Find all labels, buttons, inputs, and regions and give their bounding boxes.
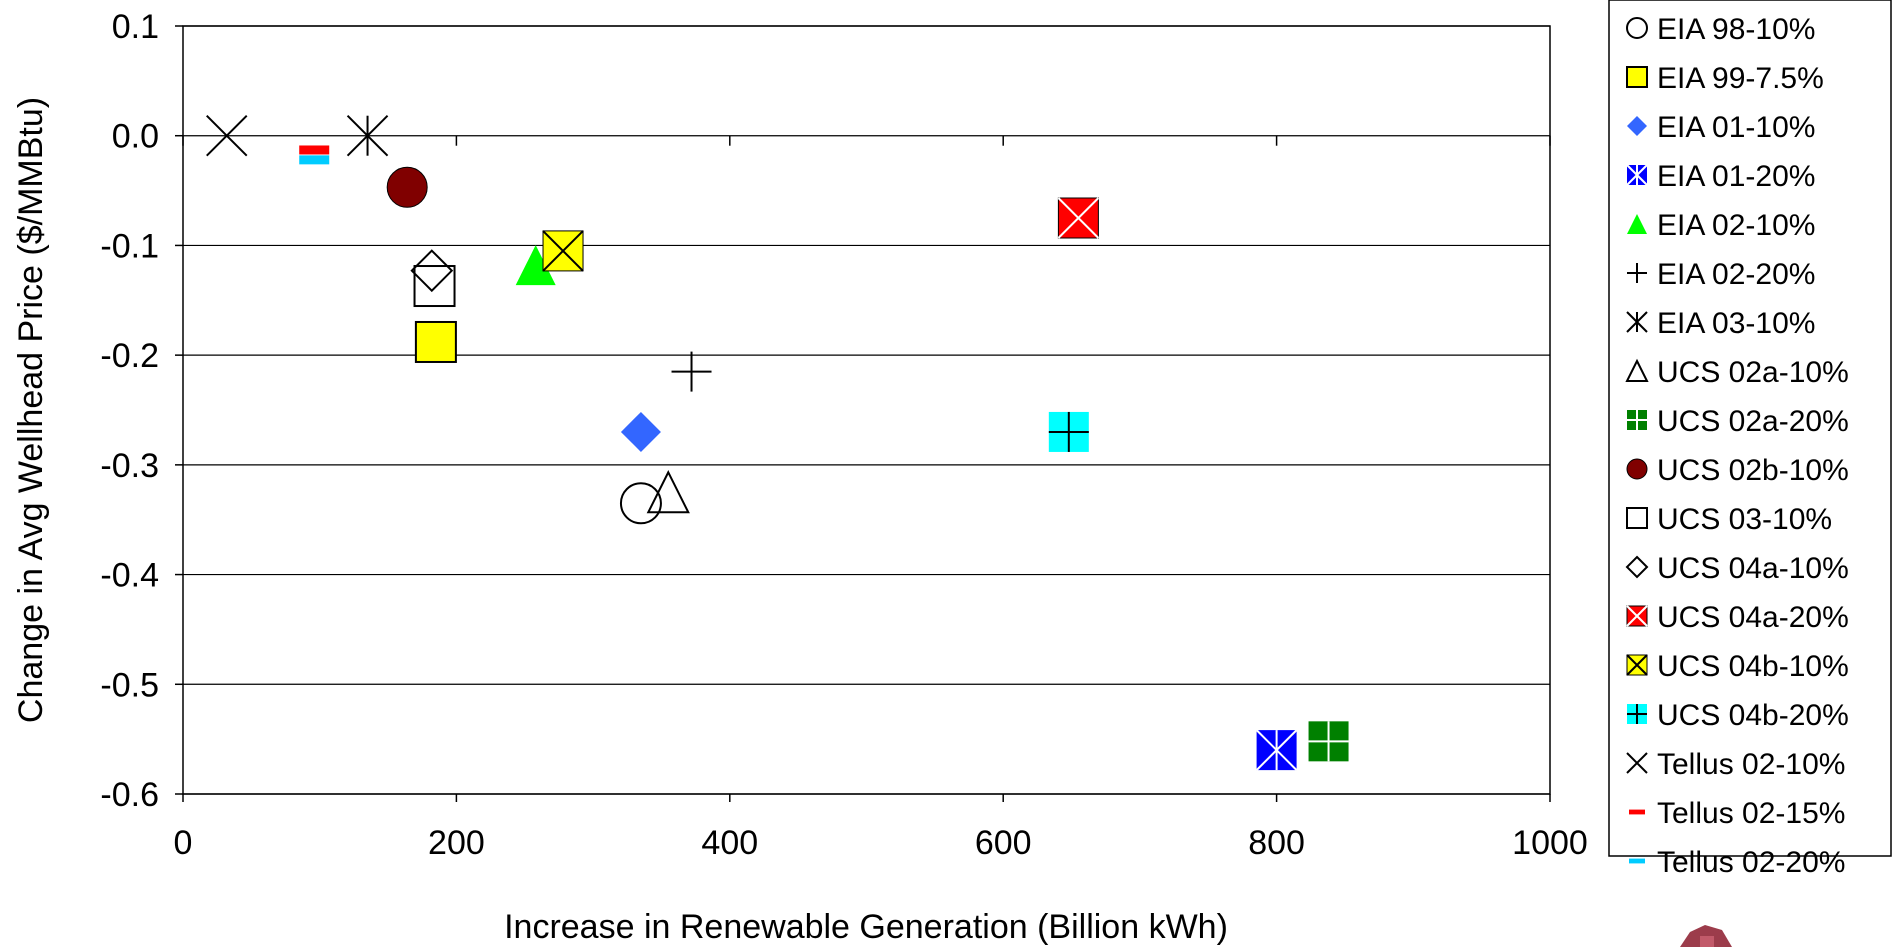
legend-marker (1626, 654, 1648, 676)
data-point (671, 351, 712, 392)
legend-marker (1627, 263, 1647, 283)
x-tick-label: 200 (428, 824, 485, 862)
y-tick-label: -0.3 (100, 447, 159, 485)
plot-area (182, 25, 1551, 795)
legend-label: UCS 02a-10% (1657, 356, 1849, 389)
data-point (346, 115, 389, 157)
data-point (542, 230, 584, 272)
logo-icon (1680, 925, 1732, 947)
data-point (1057, 197, 1100, 239)
legend-marker (1626, 164, 1648, 186)
legend: EIA 98-10% EIA 99-7.5% EIA 01-10% EIA 01-20… (1608, 0, 1892, 879)
legend-box (1608, 0, 1892, 857)
legend-marker (1626, 752, 1648, 774)
legend-marker (1626, 507, 1648, 529)
data-point (1255, 729, 1298, 771)
legend-label: EIA 01-10% (1657, 111, 1815, 144)
data-point (646, 470, 690, 514)
legend-marker (1627, 704, 1647, 724)
y-tick-label: 0.1 (112, 8, 159, 46)
data-point (386, 166, 428, 208)
legend-label: EIA 01-20% (1657, 160, 1815, 193)
legend-label: UCS 04a-10% (1657, 552, 1849, 585)
legend-label: UCS 02a-20% (1657, 405, 1849, 438)
x-tick-label: 600 (975, 824, 1032, 862)
legend-marker (1629, 858, 1645, 864)
legend-label: Tellus 02-10% (1657, 748, 1845, 781)
data-point (1308, 721, 1349, 762)
legend-label: UCS 03-10% (1657, 503, 1832, 536)
y-tick-label: -0.6 (100, 776, 159, 814)
y-axis-title: Change in Avg Wellhead Price ($/MMBtu) (12, 97, 50, 723)
legend-label: EIA 03-10% (1657, 307, 1815, 340)
data-point (413, 265, 456, 308)
axis-ticks (175, 25, 1551, 802)
legend-label: EIA 99-7.5% (1657, 62, 1824, 95)
legend-marker (1626, 17, 1648, 39)
legend-marker (1625, 555, 1649, 579)
data-point (515, 245, 556, 286)
x-axis-title: Increase in Renewable Generation (Billio… (504, 908, 1228, 946)
x-tick-label: 1000 (1512, 824, 1588, 862)
legend-label: EIA 02-10% (1657, 209, 1815, 242)
data-point (299, 155, 330, 165)
data-point (1048, 411, 1089, 452)
legend-marker (1626, 66, 1648, 88)
x-tick-label: 800 (1248, 824, 1305, 862)
legend-marker (1626, 458, 1648, 480)
data-point (299, 145, 330, 155)
y-axis-tick-labels: 0.1 0.0 -0.1 -0.2 -0.3 -0.4 -0.5 -0.6 (100, 8, 159, 814)
y-tick-label: -0.4 (100, 557, 159, 595)
legend-label: Tellus 02-15% (1657, 797, 1845, 830)
data-points (206, 115, 1349, 771)
legend-items: EIA 98-10% EIA 99-7.5% EIA 01-10% EIA 01-20… (1625, 13, 1849, 879)
legend-marker (1626, 311, 1648, 333)
legend-marker (1625, 358, 1649, 382)
legend-label: UCS 04a-20% (1657, 601, 1849, 634)
x-tick-label: 400 (701, 824, 758, 862)
legend-label: EIA 02-20% (1657, 258, 1815, 291)
legend-label: Tellus 02-20% (1657, 846, 1845, 879)
legend-label: EIA 98-10% (1657, 13, 1815, 46)
legend-marker (1629, 809, 1645, 815)
legend-label: UCS 04b-20% (1657, 699, 1849, 732)
data-point (619, 482, 662, 525)
legend-marker (1626, 605, 1648, 627)
y-tick-label: -0.2 (100, 337, 159, 375)
data-point (620, 411, 661, 452)
data-point (414, 320, 457, 363)
legend-marker (1627, 214, 1647, 234)
legend-label: UCS 04b-10% (1657, 650, 1849, 683)
legend-marker (1627, 410, 1647, 430)
data-point (206, 115, 248, 157)
x-tick-label: 0 (174, 824, 193, 862)
legend-label: UCS 02b-10% (1657, 454, 1849, 487)
y-tick-label: -0.5 (100, 666, 159, 704)
x-axis-tick-labels: 0 200 400 600 800 1000 (174, 824, 1588, 862)
y-tick-label: 0.0 (112, 118, 159, 156)
legend-marker (1627, 116, 1647, 136)
data-point (410, 249, 454, 293)
gridlines (183, 25, 1550, 795)
y-tick-label: -0.1 (100, 227, 159, 265)
